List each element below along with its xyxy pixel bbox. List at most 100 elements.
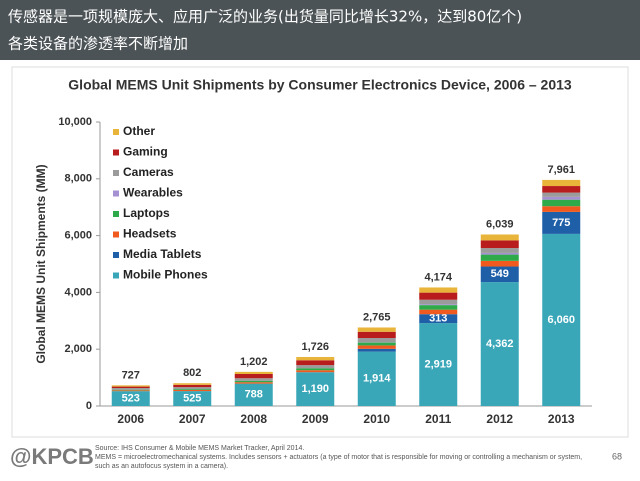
value-label: 313 xyxy=(429,313,447,325)
bar-segment xyxy=(480,254,519,261)
bar-segment xyxy=(542,206,581,212)
bar-segment xyxy=(357,345,396,349)
y-tick-label: 6,000 xyxy=(64,230,92,242)
bar-segment xyxy=(480,252,519,255)
x-tick-label: 2011 xyxy=(425,412,451,426)
x-tick-label: 2008 xyxy=(240,412,267,426)
bar-segment xyxy=(357,348,396,352)
bar-segment xyxy=(419,309,458,315)
bar-segment xyxy=(234,383,273,406)
legend-label: Wearables xyxy=(123,186,183,200)
bar-segment xyxy=(357,327,396,332)
bar-segment xyxy=(111,388,150,390)
bar-segment xyxy=(111,391,150,406)
total-label: 1,202 xyxy=(240,356,268,368)
legend-swatch xyxy=(113,190,119,197)
value-label: 6,060 xyxy=(547,314,575,326)
value-label: 775 xyxy=(552,217,570,229)
bar-segment xyxy=(480,234,519,241)
bar-segment xyxy=(480,266,519,283)
bar-segment xyxy=(234,380,273,383)
bar-segment xyxy=(111,389,150,391)
bar-segment xyxy=(296,370,335,373)
bar-segment xyxy=(357,331,396,339)
bar-segment xyxy=(296,356,335,361)
bar-segment xyxy=(173,391,212,406)
total-label: 802 xyxy=(183,367,201,379)
total-label: 2,765 xyxy=(363,311,391,323)
legend-label: Media Tablets xyxy=(123,247,202,261)
y-tick-label: 10,000 xyxy=(58,116,92,128)
bar-segment xyxy=(542,179,581,187)
legend-label: Headsets xyxy=(123,227,177,241)
x-tick-label: 2010 xyxy=(363,412,390,426)
total-label: 1,726 xyxy=(301,341,329,353)
bar-segment xyxy=(173,389,212,390)
bar-segment xyxy=(542,192,581,197)
x-tick-label: 2006 xyxy=(117,412,144,426)
bar-segment xyxy=(296,360,335,366)
bar-segment xyxy=(542,196,581,200)
source-line: Source: IHS Consumer & Mobile MEMS Marke… xyxy=(95,445,304,452)
bar-segment xyxy=(357,338,396,343)
total-label: 4,174 xyxy=(424,271,452,283)
legend-swatch xyxy=(113,272,119,279)
bar-segment xyxy=(173,383,212,385)
bar-segment xyxy=(357,351,396,406)
legend-label: Mobile Phones xyxy=(123,268,208,282)
legend-label: Laptops xyxy=(123,206,170,220)
source-line: MEMS = microelectromechanical systems. I… xyxy=(95,454,582,461)
bar-segment xyxy=(357,342,396,346)
bar-segment xyxy=(419,299,458,305)
bar-segment xyxy=(480,282,519,406)
bar-segment xyxy=(296,365,335,369)
y-tick-label: 4,000 xyxy=(64,286,92,298)
legend-label: Gaming xyxy=(123,145,168,159)
bar-segment xyxy=(419,323,458,406)
value-label: 2,919 xyxy=(424,358,452,370)
total-label: 7,961 xyxy=(547,164,575,176)
value-label: 1,914 xyxy=(363,373,391,385)
value-label: 1,190 xyxy=(301,383,329,395)
bar-segment xyxy=(480,248,519,253)
bar-segment xyxy=(542,233,581,406)
y-tick-label: 0 xyxy=(86,400,92,412)
y-axis-label: Global MEMS Unit Shipments (MM) xyxy=(34,164,48,363)
logo: @KPCB xyxy=(10,444,94,469)
legend-swatch xyxy=(113,149,119,156)
source-line: such as an autofocus system in a camera)… xyxy=(95,463,228,470)
bar-segment xyxy=(419,314,458,324)
legend-swatch xyxy=(113,211,119,217)
x-tick-label: 2007 xyxy=(179,412,206,426)
bar-segment xyxy=(480,260,519,267)
value-label: 525 xyxy=(183,392,201,404)
bar-segment xyxy=(542,186,581,193)
total-label: 6,039 xyxy=(486,218,514,230)
header-line: 各类设备的渗透率不断增加 xyxy=(8,35,188,53)
header-line: 传感器是一项规模庞大、应用广泛的业务(出货量同比增长32%，达到80亿个) xyxy=(8,8,522,26)
total-label: 727 xyxy=(122,369,140,381)
bar-segment xyxy=(296,372,335,406)
bar-segment xyxy=(111,390,150,392)
y-tick-label: 8,000 xyxy=(64,173,92,185)
bar-segment xyxy=(173,387,212,390)
page-number: 68 xyxy=(612,451,622,461)
x-tick-label: 2009 xyxy=(302,412,329,426)
bar-segment xyxy=(173,389,212,392)
y-tick-label: 2,000 xyxy=(64,343,92,355)
value-label: 549 xyxy=(491,268,509,280)
header-band xyxy=(0,0,640,60)
bar-segment xyxy=(111,386,150,389)
value-label: 523 xyxy=(122,392,140,404)
bar-segment xyxy=(419,287,458,293)
value-label: 4,362 xyxy=(486,338,514,350)
bar-segment xyxy=(173,384,212,388)
bar-segment xyxy=(419,305,458,310)
bar-segment xyxy=(111,385,150,387)
bar-segment xyxy=(419,292,458,300)
chart-title: Global MEMS Unit Shipments by Consumer E… xyxy=(68,77,572,93)
bar-segment xyxy=(480,240,519,249)
bar-segment xyxy=(234,371,273,374)
legend-label: Other xyxy=(123,124,155,138)
bar-segment xyxy=(234,373,273,379)
